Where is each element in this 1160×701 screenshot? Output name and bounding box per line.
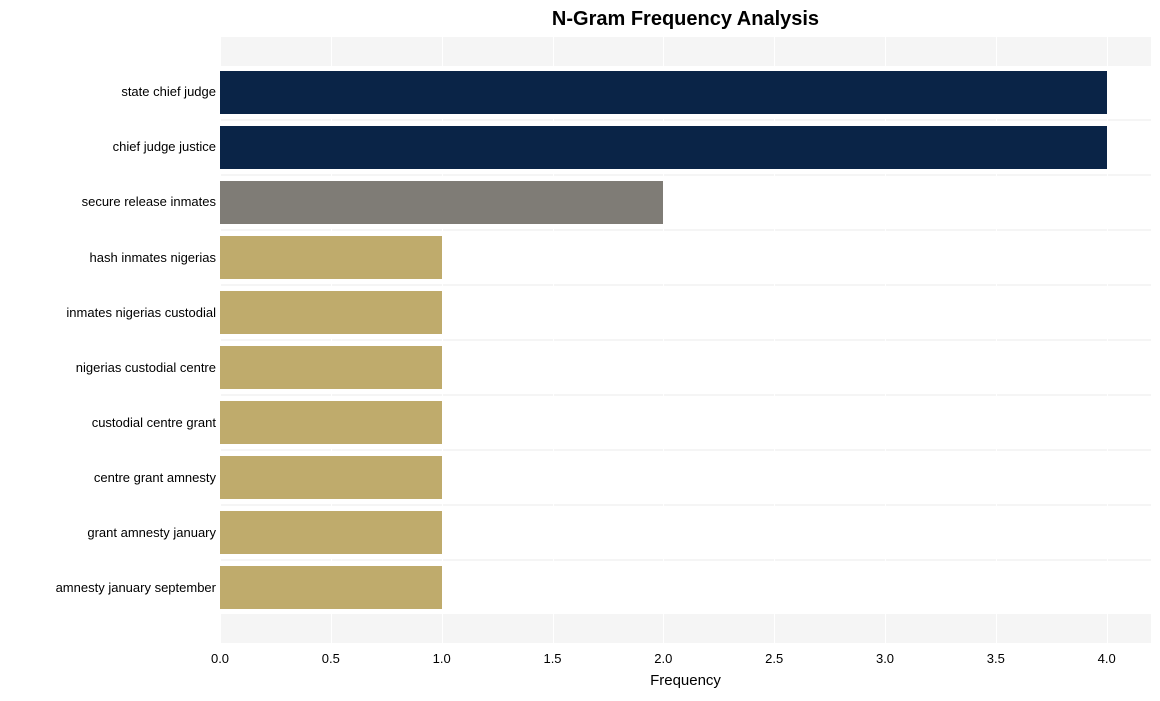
y-category-label: chief judge justice <box>113 139 216 154</box>
x-tick-label: 4.0 <box>1098 651 1116 666</box>
y-category-label: centre grant amnesty <box>94 470 216 485</box>
x-tick-label: 3.5 <box>987 651 1005 666</box>
x-axis-label: Frequency <box>220 672 1151 689</box>
y-category-label: state chief judge <box>121 84 216 99</box>
y-category-label: nigerias custodial centre <box>76 360 216 375</box>
x-tick-label: 1.0 <box>433 651 451 666</box>
x-tick-label: 1.5 <box>543 651 561 666</box>
x-tick-label: 0.0 <box>211 651 229 666</box>
chart-title: N-Gram Frequency Analysis <box>220 8 1151 31</box>
x-tick-label: 2.0 <box>654 651 672 666</box>
bar <box>220 511 442 554</box>
bar <box>220 291 442 334</box>
y-category-label: custodial centre grant <box>92 415 216 430</box>
y-category-label: hash inmates nigerias <box>90 250 216 265</box>
x-tick-label: 3.0 <box>876 651 894 666</box>
x-tick-label: 2.5 <box>765 651 783 666</box>
plot-area <box>220 37 1151 643</box>
y-category-label: inmates nigerias custodial <box>66 305 216 320</box>
y-category-label: grant amnesty january <box>87 525 216 540</box>
ngram-frequency-chart: N-Gram Frequency Analysis Frequency 0.0 0… <box>0 0 1160 701</box>
bar <box>220 126 1107 169</box>
bar <box>220 71 1107 114</box>
y-category-label: amnesty january september <box>56 580 216 595</box>
bar <box>220 456 442 499</box>
y-category-label: secure release inmates <box>82 194 216 209</box>
bar <box>220 566 442 609</box>
x-tick-label: 0.5 <box>322 651 340 666</box>
bar <box>220 181 663 224</box>
bar <box>220 236 442 279</box>
bar <box>220 401 442 444</box>
bar <box>220 346 442 389</box>
